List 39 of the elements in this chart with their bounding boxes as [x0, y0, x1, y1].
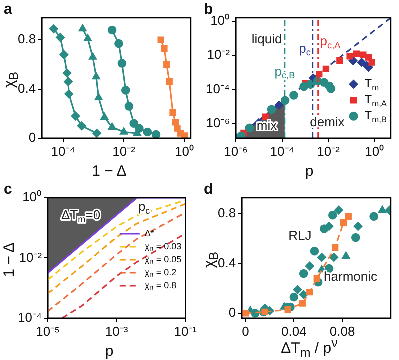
x-axis-title: ΔT$_{m}$ / p$^{ν}$ [281, 336, 338, 360]
legend-label: Δ* [144, 228, 155, 238]
x-tick-label: 0.08 [330, 324, 356, 339]
x-tick-label: 10⁻⁴ [270, 144, 294, 159]
x-tick-label: 10⁻² [317, 144, 341, 159]
y-tick-label: 0 [28, 130, 36, 145]
annotation: demix [310, 114, 346, 130]
chart-title: c [4, 181, 12, 198]
x-axis-title: p [304, 163, 315, 180]
y-tick-label: 0 [228, 305, 236, 320]
y-axis-title: 1 − Δ [1, 242, 18, 278]
y-tick-label: 10⁻⁴ [206, 81, 230, 96]
y-tick-label: 10⁰ [22, 190, 42, 205]
x-tick-label: 10⁰ [365, 144, 385, 159]
chart-title: a [4, 1, 12, 18]
y-tick-label: 0.8 [18, 32, 36, 47]
y-tick-label: 10⁰ [210, 13, 230, 28]
y-tick-label: 10⁻⁴ [18, 310, 42, 325]
x-tick-label: 10⁻² [112, 144, 136, 159]
x-tick-label: 10⁰ [175, 144, 195, 159]
x-tick-label: 0.04 [281, 324, 307, 339]
x-axis-title: 1 − Δ [91, 163, 128, 180]
y-tick-label: 0.8 [218, 206, 236, 221]
annotation: RLJ [288, 228, 312, 244]
chart-title: b [204, 1, 214, 18]
x-tick-label: 10⁻⁴ [51, 144, 76, 159]
x-tick-label: 0 [242, 324, 250, 339]
x-axis-title: p [104, 343, 115, 360]
chart-title: d [204, 181, 214, 198]
x-tick-label: 10⁻⁵ [36, 324, 60, 339]
y-tick-label: 10⁻⁶ [206, 115, 230, 130]
x-tick-label: 10⁻¹ [174, 324, 198, 339]
x-tick-label: 10⁻³ [105, 324, 129, 339]
y-tick-label: 10⁻² [19, 250, 43, 265]
annotation: liquid [252, 31, 282, 46]
y-tick-label: 10⁻² [207, 47, 231, 62]
annotation: harmonic [324, 269, 378, 284]
y-tick-label: 0.4 [218, 255, 236, 270]
y-tick-label: 0.4 [18, 80, 36, 96]
